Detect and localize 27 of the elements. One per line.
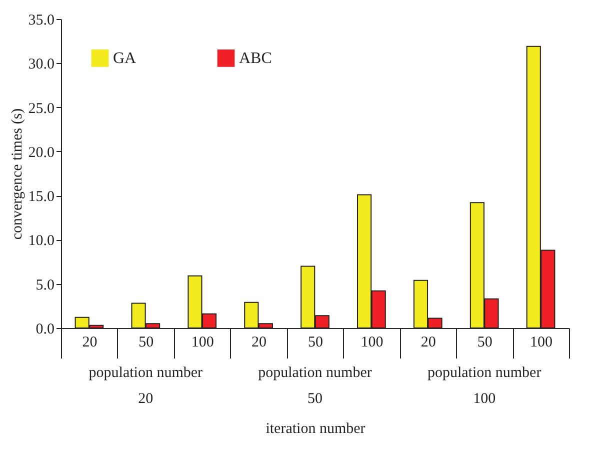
text: population number (88, 365, 203, 381)
x-tick-label: 100 (530, 334, 553, 350)
x-tick-label: 50 (138, 334, 154, 350)
text: population number (258, 365, 372, 381)
legend-label: GA (113, 50, 137, 68)
x-axis-title: iteration number (266, 421, 366, 437)
y-tick-label: 30.0 (28, 56, 54, 73)
text: 50 (308, 391, 322, 407)
text: 100 (473, 391, 496, 407)
y-tick-label: 10.0 (28, 233, 54, 250)
x-tick-label: 20 (252, 334, 267, 350)
text: 20 (138, 391, 154, 407)
y-tick-label: 25.0 (28, 100, 54, 117)
x-tick-label: 20 (420, 334, 436, 350)
text: population number (427, 365, 542, 381)
x-tick-label: 100 (360, 334, 384, 350)
x-tick-label: 50 (477, 334, 492, 350)
y-axis-title: convergence times (s) (9, 108, 26, 240)
y-tick-label: 0.0 (36, 322, 54, 338)
y-tick-label: 15.0 (28, 189, 54, 206)
y-tick-label: 20.0 (28, 144, 54, 161)
legend-label: ABC (239, 50, 272, 68)
y-tick-label: 35.0 (28, 12, 54, 28)
x-tick-label: 100 (191, 334, 214, 350)
y-tick-label: 5.0 (36, 277, 54, 294)
x-tick-label: 50 (308, 334, 323, 350)
x-tick-label: 20 (82, 334, 98, 350)
